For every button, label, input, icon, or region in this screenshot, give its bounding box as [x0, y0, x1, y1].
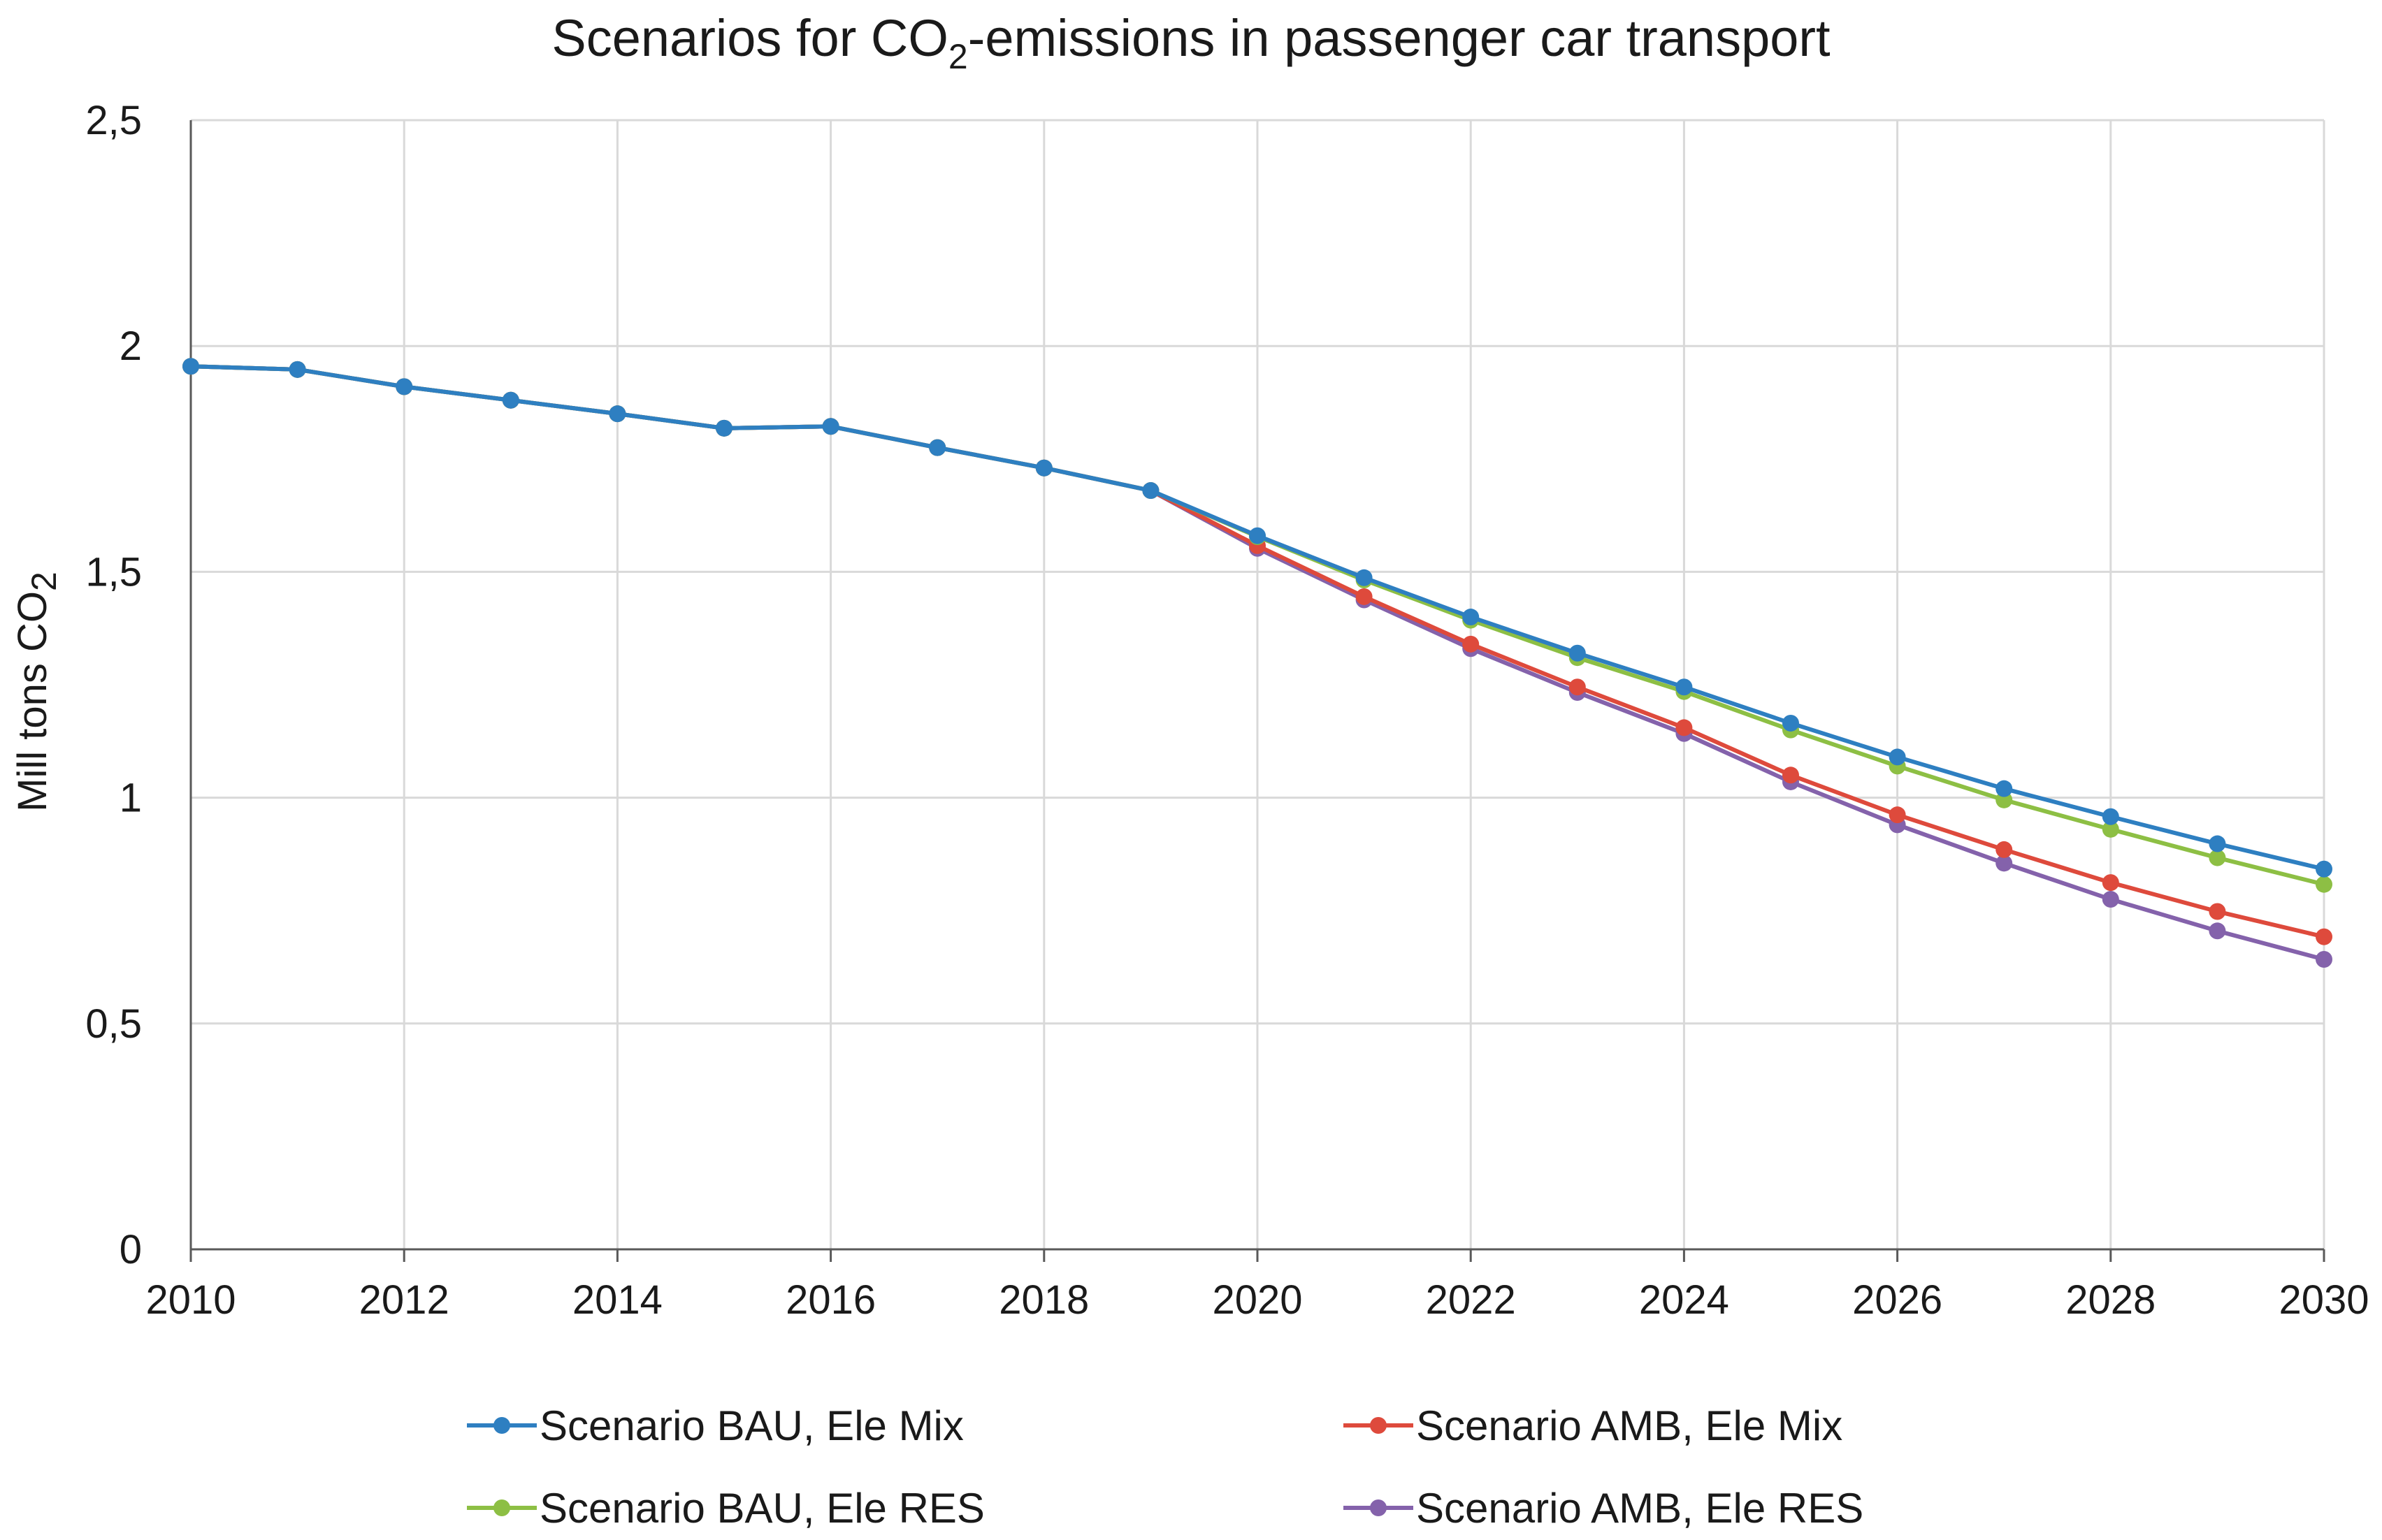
data-point	[2209, 922, 2226, 940]
data-point	[929, 439, 946, 456]
data-point	[1355, 569, 1373, 586]
data-point	[609, 405, 626, 423]
data-point	[2209, 849, 2226, 866]
y-tick-label: 2	[120, 324, 142, 369]
legend: Scenario BAU, Ele Mix Scenario AMB, Ele M…	[467, 1402, 1863, 1532]
data-point	[1462, 609, 1480, 626]
x-tick-label: 2022	[1426, 1277, 1516, 1323]
legend-entry: Scenario AMB, Ele RES	[1343, 1485, 1863, 1532]
data-point	[2102, 808, 2119, 825]
legend-marker	[1370, 1417, 1387, 1434]
y-tick-label: 1,5	[85, 549, 142, 595]
data-point	[2209, 903, 2226, 920]
data-point	[2316, 951, 2332, 968]
legend-label: Scenario AMB, Ele Mix	[1416, 1402, 1842, 1449]
data-point	[1782, 714, 1799, 732]
data-point	[2102, 891, 2119, 908]
data-point	[1142, 482, 1160, 500]
data-point	[1035, 459, 1053, 477]
x-tick-label: 2020	[1212, 1277, 1302, 1323]
x-tick-label: 2014	[572, 1277, 663, 1323]
data-point	[1355, 588, 1373, 605]
series-0	[182, 358, 2332, 878]
data-point	[289, 361, 306, 378]
x-tick-label: 2028	[2065, 1277, 2156, 1323]
y-tick-label: 1	[120, 776, 142, 821]
legend-marker	[1370, 1499, 1387, 1516]
x-tick-label: 2012	[359, 1277, 449, 1323]
data-point	[1675, 678, 1693, 696]
data-point	[502, 391, 519, 409]
data-point	[1462, 635, 1480, 653]
data-point	[1995, 855, 2013, 872]
data-point	[2102, 820, 2119, 838]
data-point	[822, 418, 839, 435]
x-tick-label: 2010	[145, 1277, 236, 1323]
data-point	[1782, 767, 1799, 784]
x-tick-label: 2018	[999, 1277, 1089, 1323]
x-tick-label: 2026	[1852, 1277, 1942, 1323]
x-tick-label: 2030	[2279, 1277, 2369, 1323]
data-point	[716, 419, 732, 437]
legend-entry: Scenario AMB, Ele Mix	[1343, 1402, 1842, 1449]
data-point	[1568, 644, 1586, 662]
series-group	[182, 358, 2332, 968]
legend-marker	[493, 1417, 510, 1434]
data-point	[1249, 527, 1266, 544]
data-point	[1889, 748, 1906, 766]
data-point	[1675, 719, 1693, 736]
data-point	[1995, 780, 2013, 797]
legend-label: Scenario BAU, Ele RES	[540, 1485, 985, 1532]
y-tick-label: 2,5	[85, 98, 142, 143]
legend-label: Scenario BAU, Ele Mix	[540, 1402, 964, 1449]
data-point	[2316, 928, 2332, 945]
data-point	[396, 378, 413, 395]
y-tick-labels: 0 0,5 1 1,5 2 2,5	[85, 98, 142, 1272]
x-tick-label: 2016	[786, 1277, 876, 1323]
legend-entry: Scenario BAU, Ele RES	[467, 1485, 985, 1532]
legend-entry: Scenario BAU, Ele Mix	[467, 1402, 964, 1449]
data-point	[1889, 806, 1906, 824]
x-tick-labels: 2010 2012 2014 2016 2018 2020 2022 2024 2026 2028…	[145, 1277, 2369, 1323]
data-point	[2316, 876, 2332, 893]
y-tick-label: 0,5	[85, 1001, 142, 1047]
grid-lines	[189, 119, 2325, 1251]
legend-label: Scenario AMB, Ele RES	[1416, 1485, 1863, 1532]
axes	[189, 120, 2325, 1262]
legend-marker	[493, 1499, 510, 1516]
data-point	[2102, 874, 2119, 892]
x-tick-label: 2024	[1639, 1277, 1729, 1323]
data-point	[1995, 841, 2013, 858]
data-point	[2209, 835, 2226, 852]
y-axis-label: Mill tons CO2	[10, 572, 64, 812]
data-point	[1568, 678, 1586, 696]
data-point	[2316, 860, 2332, 878]
data-point	[182, 358, 199, 375]
y-tick-label: 0	[120, 1227, 142, 1272]
chart-title: Scenarios for CO2-emissions in passenger…	[551, 9, 1831, 76]
